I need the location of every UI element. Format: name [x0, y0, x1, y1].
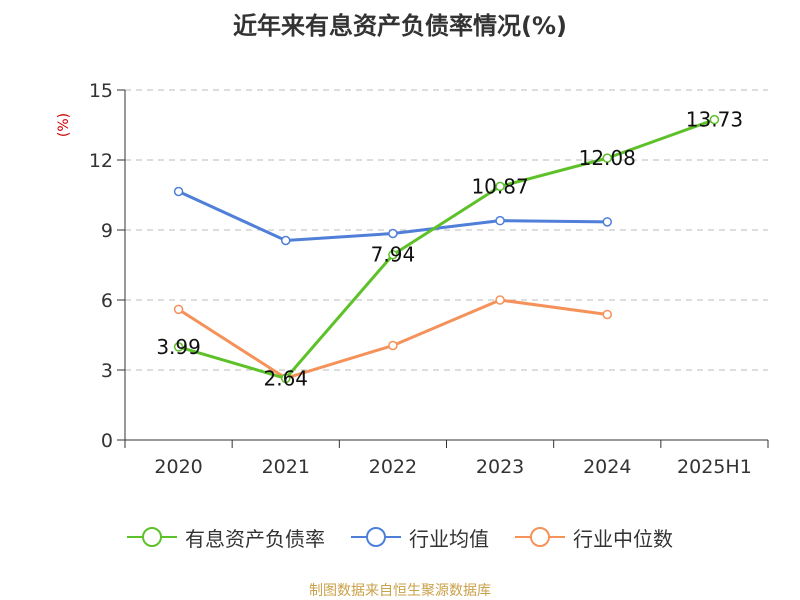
series-point-2: [388, 228, 398, 239]
legend-item-series-2[interactable]: 行业均值: [351, 523, 489, 552]
series-point-2: [281, 235, 291, 246]
series-point-3: [495, 295, 505, 305]
legend-line-icon: [515, 527, 565, 547]
legend-label: 行业中位数: [573, 526, 673, 551]
legend: 有息资产负债率 行业均值 行业中位数: [0, 520, 800, 554]
legend-label: 行业均值: [409, 526, 489, 551]
x-tick-label: 2021: [262, 456, 310, 478]
series-point-1: [495, 181, 505, 192]
series-point-1: [281, 373, 291, 384]
legend-line-icon: [351, 527, 401, 547]
y-tick-label: 0: [101, 430, 113, 452]
series-point-1: [388, 249, 398, 260]
legend-label: 有息资产负债率: [185, 526, 325, 551]
legend-item-series-3[interactable]: 行业中位数: [515, 523, 673, 552]
legend-line-icon: [127, 527, 177, 547]
data-label: 13.73: [686, 108, 743, 132]
series-point-2: [173, 186, 184, 197]
y-tick-label: 9: [101, 220, 113, 242]
series-layer: [173, 114, 720, 384]
x-tick-label: 2024: [583, 456, 631, 478]
y-tick-label: 6: [101, 290, 113, 312]
axes: 0 3 6 9 12 15 2020 2021 2022 2023 2024 2025H1: [89, 80, 769, 478]
series-point-2: [495, 215, 505, 226]
x-tick-label: 2022: [369, 456, 417, 478]
series-point-3: [388, 340, 398, 351]
data-label: 12.08: [579, 146, 636, 170]
series-line-1: [178, 118, 715, 380]
x-tick-label: 2023: [476, 456, 524, 478]
series-point-2: [602, 217, 612, 227]
x-tick-label: 2025H1: [677, 456, 752, 478]
series-point-1: [709, 114, 720, 125]
y-tick-label: 15: [89, 80, 113, 102]
series-point-1: [602, 153, 612, 163]
data-label: 2.64: [263, 366, 308, 390]
series-point-3: [173, 304, 184, 315]
gridlines: [125, 89, 768, 371]
source-note: 制图数据来自恒生聚源数据库: [309, 583, 491, 599]
chart-title: 近年来有息资产负债率情况(%): [233, 12, 567, 40]
y-tick-label: 3: [101, 360, 113, 382]
x-tick-label: 2020: [154, 456, 202, 478]
data-labels: 3.99 2.64 7.94 10.87 12.08 13.73: [156, 108, 743, 391]
legend-item-series-1[interactable]: 有息资产负债率: [127, 523, 325, 552]
y-tick-label: 12: [89, 150, 113, 172]
y-axis-label: (%): [56, 113, 72, 137]
data-label: 10.87: [471, 174, 528, 198]
data-label: 3.99: [156, 335, 201, 359]
data-label: 7.94: [371, 243, 416, 267]
series-point-1: [173, 342, 184, 352]
series-point-3: [602, 309, 612, 320]
